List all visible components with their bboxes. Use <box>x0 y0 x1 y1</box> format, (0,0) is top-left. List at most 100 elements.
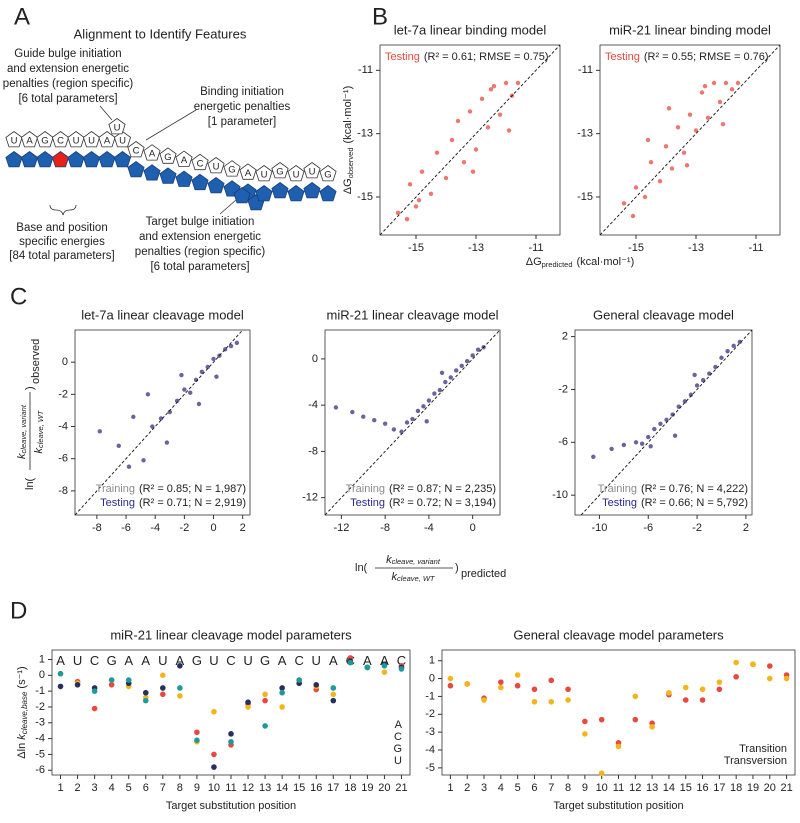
point <box>470 169 476 174</box>
annotation-label: Training <box>96 483 135 495</box>
nucleotide-letter: U <box>114 123 121 134</box>
diagram-text: [6 total parameters] <box>150 261 249 273</box>
nucleotide <box>127 141 145 158</box>
annotation-label: Training <box>598 483 637 495</box>
x-tick-label: -2 <box>179 522 189 534</box>
axis-label-var: k <box>16 453 28 459</box>
y-tick-label: -15 <box>577 191 593 203</box>
dot <box>699 697 706 703</box>
dot <box>531 686 538 693</box>
identity-line <box>599 44 781 236</box>
y-tick-label: -8 <box>58 485 68 497</box>
point <box>682 399 688 404</box>
panel-label: D <box>10 597 27 624</box>
x-tick-label: -13 <box>468 242 484 254</box>
nucleotide-letter: G <box>276 167 283 178</box>
axis-label-unit: (kcal·mol⁻¹) <box>577 256 635 268</box>
y-label-unit: (s⁻¹) <box>16 666 28 688</box>
annotation: Testing (R² = 0.71; N = 2,919) <box>100 497 246 509</box>
nucleotide <box>36 131 54 148</box>
sequence-letter: A <box>176 653 185 668</box>
x-tick-label: -13 <box>688 242 704 254</box>
nucleotide <box>82 151 101 168</box>
x-tick-label: 20 <box>764 782 776 794</box>
nucleotide <box>67 131 85 148</box>
panel-label: B <box>372 3 388 30</box>
annotation-stats: (R² = 0.72; N = 3,194) <box>389 497 496 509</box>
point <box>645 137 651 143</box>
axis-label-num: kcleave, variant <box>16 404 28 459</box>
nucleotide <box>36 151 54 168</box>
x-tick-label: 6 <box>531 782 537 794</box>
x-tick-label: 17 <box>327 782 339 794</box>
axis-label-main: ΔG <box>342 178 354 194</box>
y-tick-label: 2 <box>562 331 568 343</box>
point <box>737 339 742 345</box>
dot <box>347 659 354 666</box>
point <box>666 106 672 111</box>
x-axis-label: Target substitution position <box>553 800 683 812</box>
axis-label-var-sub: cleave, variant <box>392 557 441 566</box>
diagram-text: [6 total parameters] <box>18 93 117 105</box>
x-tick-label: 15 <box>293 782 305 794</box>
point <box>174 398 180 403</box>
axis-label-sub: predicted <box>542 260 573 269</box>
y-tick-label: 0 <box>39 669 45 681</box>
nucleotide <box>67 151 85 168</box>
nucleotide <box>223 160 241 177</box>
nucleotide <box>255 185 273 202</box>
x-tick-label: 0 <box>210 522 216 534</box>
dot <box>262 723 268 729</box>
diagram-text: [1 parameter] <box>208 116 276 128</box>
point <box>648 444 653 449</box>
dot <box>565 697 571 703</box>
nucleotide <box>175 150 193 167</box>
x-tick-label: 17 <box>713 782 725 794</box>
diagram-text: and extension energetic <box>7 63 129 75</box>
nucleotide-letter: U <box>309 167 316 178</box>
nucleotide <box>271 182 289 199</box>
y-tick-label: -3 <box>425 726 435 738</box>
dot <box>177 685 183 691</box>
nucleotide <box>98 131 116 148</box>
dot <box>245 699 251 706</box>
point <box>630 213 636 219</box>
annotation-label: Testing <box>100 497 135 509</box>
x-tick-label: 0 <box>470 522 476 534</box>
y-label-main: Δln <box>16 743 28 759</box>
x-tick-label: 2 <box>240 522 246 534</box>
dot <box>330 691 337 698</box>
nucleotide <box>98 151 116 168</box>
dot <box>766 663 773 669</box>
x-tick-label: -8 <box>92 522 102 534</box>
dot <box>733 659 739 666</box>
chart-title: miR-21 linear cleavage model parameters <box>110 627 352 642</box>
chart-title: General cleavage model <box>593 307 734 322</box>
point <box>424 419 429 424</box>
x-tick-label: 10 <box>596 782 608 794</box>
y-label-var: k <box>16 734 28 740</box>
nucleotide-letter: U <box>119 136 126 147</box>
axis-label-var: k <box>33 448 45 454</box>
axis-label-unit: (kcal·mol⁻¹) <box>342 86 354 144</box>
point <box>475 347 481 352</box>
annotation-stats: (R² = 0.76; N = 4,222) <box>641 483 748 495</box>
sequence-letter: A <box>278 653 287 668</box>
dot <box>108 677 115 683</box>
axis-label-den: kcleave, WT <box>33 409 45 453</box>
dot <box>632 693 639 700</box>
point <box>432 391 437 396</box>
point <box>167 409 172 415</box>
point <box>350 409 355 415</box>
point <box>699 90 705 95</box>
dot <box>733 673 739 680</box>
sequence-letter: U <box>73 653 82 668</box>
point <box>692 372 697 378</box>
nucleotide-letter: A <box>149 149 156 160</box>
annotation-stats: (R² = 0.61; RMSE = 0.75) <box>424 51 549 63</box>
annotation: Testing (R² = 0.61; RMSE = 0.75) <box>385 51 549 63</box>
legend-entry: A <box>395 719 403 731</box>
point <box>211 356 216 362</box>
dot <box>74 682 81 688</box>
